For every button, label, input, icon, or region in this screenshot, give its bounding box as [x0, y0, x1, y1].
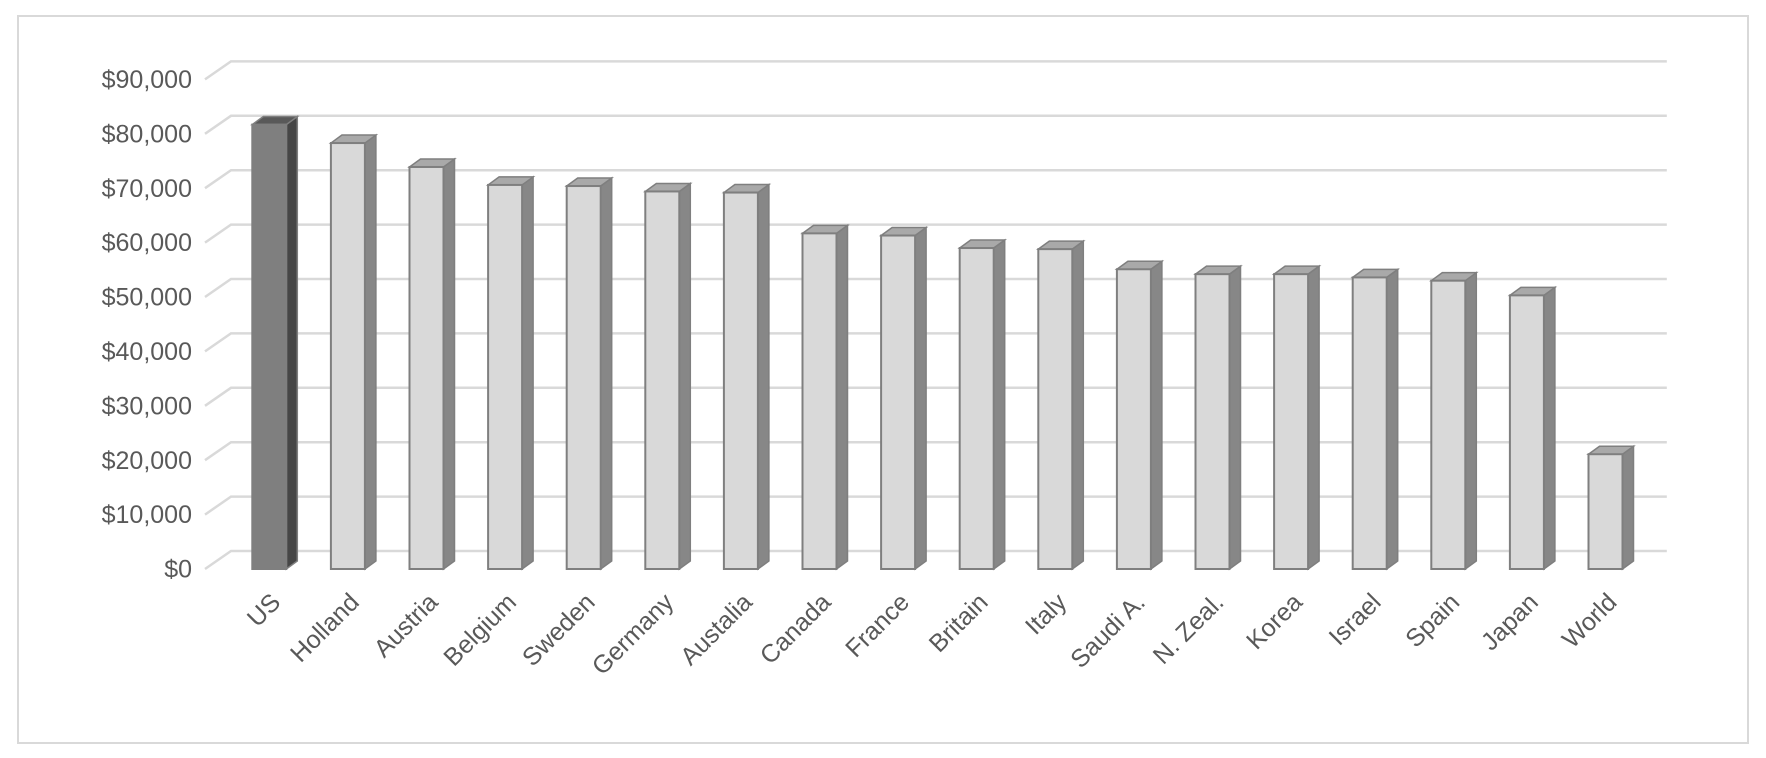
bar [487, 183, 524, 570]
bar-side [1621, 444, 1635, 571]
bar [408, 165, 445, 570]
grid-line [204, 386, 1667, 407]
bar [1194, 273, 1231, 570]
grid-line [204, 277, 1667, 299]
grid-line [204, 60, 1667, 81]
bar [1037, 248, 1074, 571]
grid-line [204, 495, 1667, 516]
y-tick-label: $10,000 [102, 501, 192, 529]
bar-side [364, 133, 377, 571]
bar [565, 185, 602, 571]
bar-side [1228, 264, 1242, 571]
grid-line [204, 223, 1667, 244]
grid-line [204, 440, 1667, 462]
grid-line [204, 549, 1667, 571]
bar [644, 190, 681, 571]
y-tick-label: $70,000 [102, 175, 192, 203]
bar-side [599, 176, 613, 571]
bar-side [1464, 271, 1478, 571]
bar [251, 123, 288, 570]
bar-side [835, 223, 849, 571]
bar-side [757, 183, 770, 571]
grid-line [204, 332, 1667, 353]
bar-side [1071, 239, 1085, 571]
y-tick-label: $40,000 [102, 338, 192, 366]
bar [722, 191, 759, 570]
y-tick-label: $80,000 [102, 120, 192, 148]
bar-side [1543, 285, 1556, 571]
bar-side [442, 157, 456, 571]
bar [1115, 268, 1152, 570]
y-tick-label: $30,000 [102, 392, 192, 420]
grid-line [204, 168, 1667, 190]
y-tick-label: $50,000 [102, 284, 192, 312]
bar-side [914, 226, 927, 571]
bar [1508, 294, 1545, 570]
grid-line [204, 114, 1667, 135]
y-tick-label: $0 [164, 556, 192, 584]
bar [329, 142, 366, 570]
bar [1351, 276, 1388, 570]
y-tick-label: $60,000 [102, 229, 192, 257]
bar [1273, 273, 1310, 570]
bar-side [1307, 264, 1320, 571]
bar [1430, 279, 1467, 570]
bar-side [1150, 259, 1163, 571]
bar [1587, 453, 1624, 570]
bar-side [521, 175, 534, 571]
y-tick-label: $90,000 [102, 66, 192, 94]
bar [958, 247, 995, 570]
y-tick-label: $20,000 [102, 447, 192, 475]
bar-side [285, 115, 299, 571]
bar-side [1385, 267, 1399, 571]
bar-side [992, 238, 1006, 571]
bar [801, 232, 838, 571]
bar [880, 234, 917, 570]
bar-side [678, 181, 692, 571]
